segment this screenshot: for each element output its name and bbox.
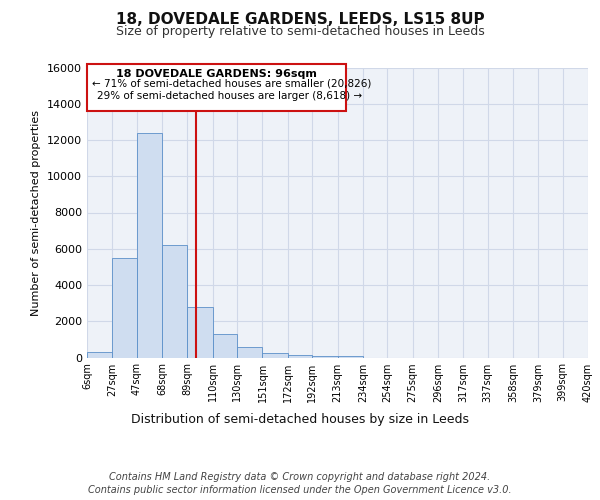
Text: Distribution of semi-detached houses by size in Leeds: Distribution of semi-detached houses by … [131, 412, 469, 426]
Text: Size of property relative to semi-detached houses in Leeds: Size of property relative to semi-detach… [116, 25, 484, 38]
Bar [337, 356, 363, 358]
FancyBboxPatch shape [87, 64, 346, 111]
Text: Contains HM Land Registry data © Crown copyright and database right 2024.: Contains HM Land Registry data © Crown c… [109, 472, 491, 482]
Y-axis label: Number of semi-detached properties: Number of semi-detached properties [31, 110, 41, 316]
Text: 18, DOVEDALE GARDENS, LEEDS, LS15 8UP: 18, DOVEDALE GARDENS, LEEDS, LS15 8UP [116, 12, 484, 28]
Bar [137, 132, 162, 358]
Bar [112, 258, 137, 358]
Bar [162, 245, 187, 358]
Bar [213, 334, 237, 357]
Bar [288, 354, 312, 358]
Bar [312, 356, 337, 358]
Text: 29% of semi-detached houses are larger (8,618) →: 29% of semi-detached houses are larger (… [97, 91, 362, 101]
Bar [187, 306, 213, 358]
Text: Contains public sector information licensed under the Open Government Licence v3: Contains public sector information licen… [88, 485, 512, 495]
Text: 18 DOVEDALE GARDENS: 96sqm: 18 DOVEDALE GARDENS: 96sqm [116, 70, 317, 80]
Bar [262, 353, 288, 358]
Bar [237, 346, 262, 358]
Text: ← 71% of semi-detached houses are smaller (20,826): ← 71% of semi-detached houses are smalle… [92, 78, 371, 88]
Bar [87, 352, 112, 358]
